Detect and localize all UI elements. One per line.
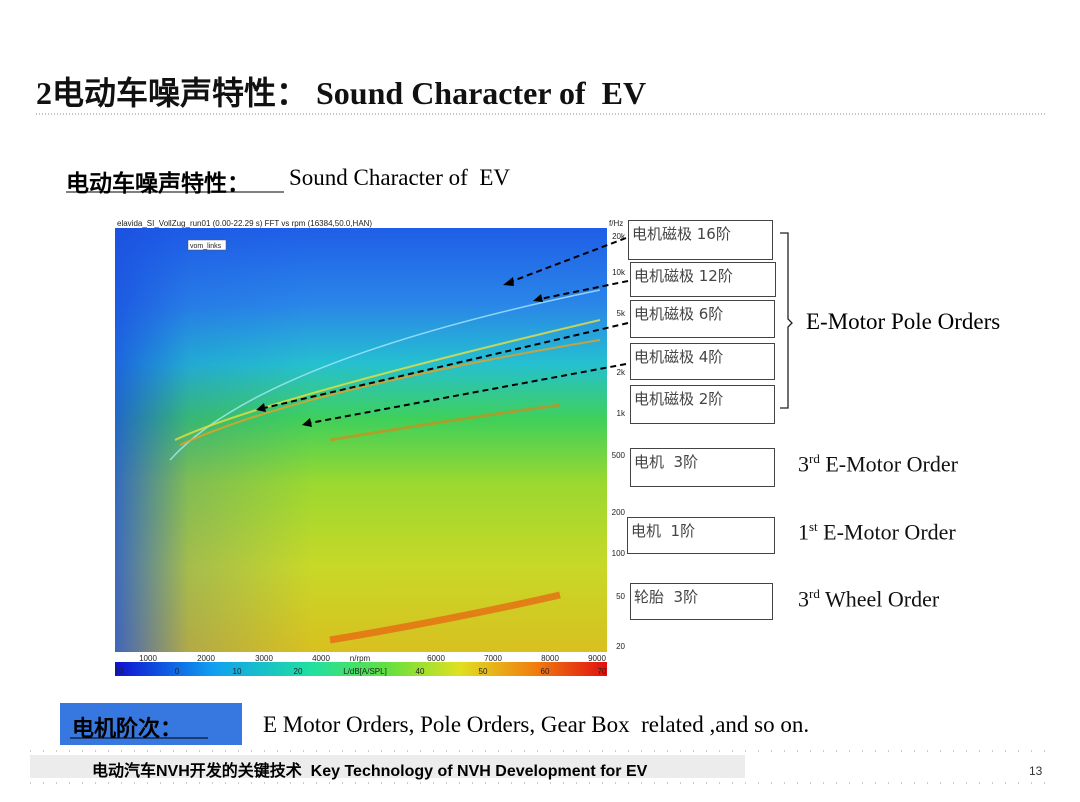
order-box: 电机磁极 4阶 [630, 343, 775, 380]
colorbar-label: L/dB[A/SPL] [343, 667, 387, 676]
order-label-text: Wheel Order [819, 586, 940, 612]
spectrogram-tag: vom_links [190, 243, 222, 250]
order-label: 3rd Wheel Order [798, 586, 939, 612]
x-tick-label: 8000 [541, 654, 559, 663]
order-curve [179, 339, 601, 446]
x-tick-label: 7000 [484, 654, 502, 663]
order-label-sup: rd [809, 451, 820, 466]
order-curve [329, 403, 561, 442]
order-label-text: E-Motor Order [817, 519, 956, 545]
footer-text: 电动汽车NVH开发的关键技术 Key Technology of NVH Dev… [92, 763, 648, 780]
y-tick-label: 200 [612, 508, 626, 517]
y-tick-label: 50 [616, 592, 625, 601]
y-tick-label: 100 [612, 549, 626, 558]
colorbar-label: 20 [294, 667, 303, 676]
order-label-num: 3 [798, 451, 809, 477]
order-box: 轮胎 3阶 [630, 583, 773, 620]
arrowheads [256, 277, 543, 427]
order-box: 电机磁极 12阶 [630, 262, 776, 297]
order-label-sup: rd [809, 586, 820, 601]
order-curve [169, 289, 601, 461]
page-number: 13 [1029, 764, 1043, 778]
x-tick-label: 2000 [197, 654, 215, 663]
order-label: 3rd E-Motor Order [798, 451, 958, 477]
colorbar-label: 40 [416, 667, 425, 676]
colorbar [115, 662, 607, 676]
summary-text: E Motor Orders, Pole Orders, Gear Box re… [263, 712, 810, 737]
order-label-sup: st [809, 519, 818, 534]
spectrogram-shade [115, 228, 607, 652]
y-unit: f/Hz [609, 219, 623, 228]
order-label-num: 3 [798, 586, 809, 612]
colorbar-label: 10 [233, 667, 242, 676]
brace [780, 232, 793, 409]
subtitle-en: Sound Character of EV [289, 165, 510, 190]
colorbar-label: 60 [541, 667, 550, 676]
x-tick-label: 4000 [312, 654, 330, 663]
order-box: 电机 3阶 [630, 448, 775, 487]
x-tick-label: 9000 [588, 654, 606, 663]
x-tick-label: 3000 [255, 654, 273, 663]
y-tick-label: 20 [616, 642, 625, 651]
order-box: 电机磁极 2阶 [630, 385, 775, 424]
order-label: 1st E-Motor Order [798, 519, 956, 545]
colorbar-label: 0 [175, 667, 180, 676]
pole-orders-label: E-Motor Pole Orders [806, 309, 1001, 334]
tag-box [187, 239, 227, 251]
order-box: 电机磁极 6阶 [630, 300, 775, 338]
order-curve [329, 591, 561, 644]
spectrogram-header: elavida_SI_VollZug_run01 (0.00-22.29 s) … [117, 219, 372, 228]
colorbar-label: 10 [115, 667, 124, 676]
x-tick-label: 6000 [427, 654, 445, 663]
colorbar-label: 70 [598, 667, 607, 676]
order-label-num: 1 [798, 519, 809, 545]
y-tick-label: 5k [617, 309, 626, 318]
colorbar-label: 50 [479, 667, 488, 676]
x-tick-label: 1000 [139, 654, 157, 663]
order-box: 电机磁极 16阶 [628, 220, 773, 260]
subtitle-zh: 电动车噪声特性： [66, 170, 250, 197]
footer-band [30, 755, 745, 778]
order-label-text: E-Motor Order [819, 451, 958, 477]
x-tick-label: n/rpm [350, 654, 371, 663]
y-tick-label: 1k [617, 409, 626, 418]
y-tick-label: 2k [617, 368, 626, 377]
order-box: 电机 1阶 [627, 517, 775, 554]
arrows [263, 237, 629, 424]
y-tick-label: 10k [612, 268, 626, 277]
y-tick-label: 500 [612, 451, 626, 460]
title: 2电动车噪声特性： Sound Character of EV [36, 75, 647, 111]
summary-label: 电机阶次： [72, 716, 183, 742]
order-curve [174, 319, 601, 441]
y-tick-label: 20k [612, 232, 626, 241]
